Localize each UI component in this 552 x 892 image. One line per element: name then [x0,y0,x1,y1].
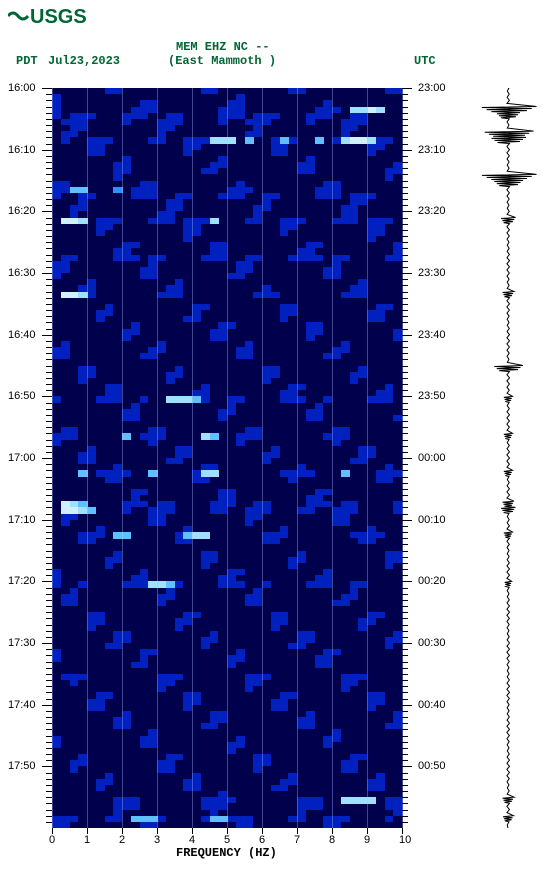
ytick-right: 23:20 [418,205,446,217]
xtick: 6 [259,834,265,846]
tz-left-label: PDT [16,54,38,68]
ytick-left: 17:50 [8,760,36,772]
ytick-left: 16:50 [8,390,36,402]
ytick-left: 17:00 [8,452,36,464]
ytick-right: 00:50 [418,760,446,772]
date-label: Jul23,2023 [48,54,120,68]
ytick-right: 00:10 [418,514,446,526]
xtick: 8 [329,834,335,846]
ytick-right: 00:00 [418,452,446,464]
station-line1: MEM EHZ NC -- [176,40,270,54]
x-axis-label: FREQUENCY (HZ) [176,846,277,860]
ytick-left: 16:00 [8,82,36,94]
xtick: 9 [364,834,370,846]
xtick: 3 [154,834,160,846]
svg-text:USGS: USGS [30,6,87,28]
usgs-logo: USGS [8,4,98,28]
ytick-left: 16:10 [8,144,36,156]
xtick: 7 [294,834,300,846]
xtick: 1 [84,834,90,846]
station-line2: (East Mammoth ) [168,54,276,68]
xtick: 10 [399,834,411,846]
ytick-right: 23:40 [418,329,446,341]
ytick-left: 17:20 [8,575,36,587]
ytick-right: 23:10 [418,144,446,156]
ytick-left: 17:30 [8,637,36,649]
ytick-left: 16:20 [8,205,36,217]
xtick: 4 [189,834,195,846]
ytick-right: 23:00 [418,82,446,94]
xtick: 5 [224,834,230,846]
ytick-left: 16:30 [8,267,36,279]
ytick-right: 23:30 [418,267,446,279]
xtick: 2 [119,834,125,846]
seismogram [478,88,538,828]
ytick-left: 16:40 [8,329,36,341]
ytick-right: 00:20 [418,575,446,587]
ytick-left: 17:10 [8,514,36,526]
ytick-left: 17:40 [8,699,36,711]
xtick: 0 [49,834,55,846]
ytick-right: 00:30 [418,637,446,649]
spectrogram [52,88,402,828]
ytick-right: 23:50 [418,390,446,402]
tz-right-label: UTC [414,54,436,68]
ytick-right: 00:40 [418,699,446,711]
